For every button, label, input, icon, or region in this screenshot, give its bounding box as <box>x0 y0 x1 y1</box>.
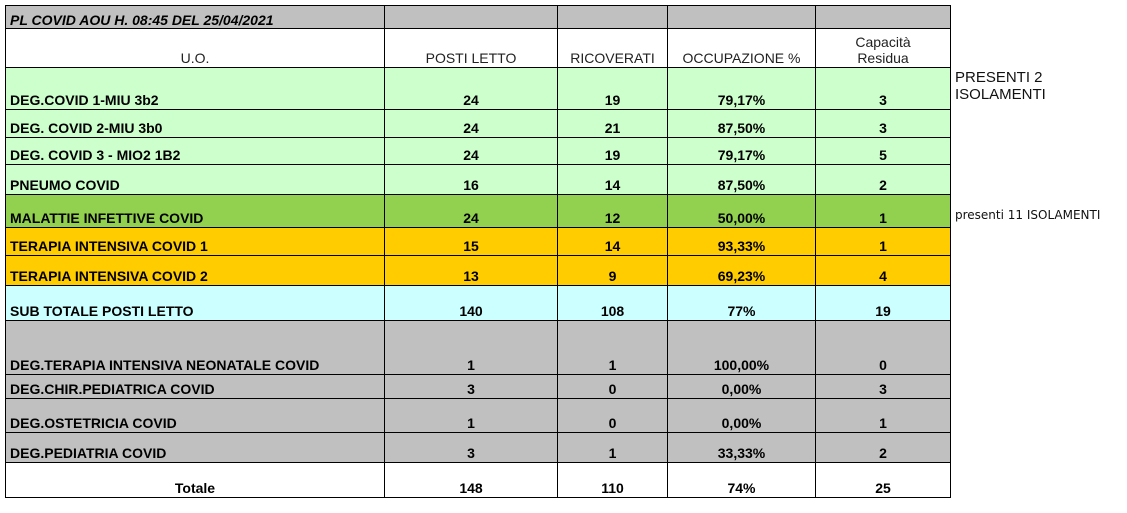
cell-posti: 24 <box>384 137 558 165</box>
header-occupazione: OCCUPAZIONE % <box>667 28 816 68</box>
cell-posti: 148 <box>384 462 558 498</box>
cell-posti: 15 <box>384 227 558 256</box>
header-uo: U.O. <box>5 28 385 68</box>
cell-capacita: 1 <box>815 227 951 256</box>
cell-occupazione: 79,17% <box>667 67 816 110</box>
cell-occupazione: 69,23% <box>667 255 816 286</box>
table-row: TERAPIA INTENSIVA COVID 1 15 14 93,33% 1 <box>5 227 951 256</box>
table-row: DEG.COVID 1-MIU 3b2 24 19 79,17% 3 <box>5 67 951 110</box>
cell-capacita: 5 <box>815 137 951 165</box>
cell-capacita: 2 <box>815 432 951 463</box>
cell-posti: 24 <box>384 109 558 138</box>
cell-uo: PNEUMO COVID <box>5 164 385 195</box>
cell-capacita: 19 <box>815 285 951 321</box>
cell-ricoverati: 21 <box>557 109 668 138</box>
cell-uo: DEG. COVID 2-MIU 3b0 <box>5 109 385 138</box>
cell-occupazione: 0,00% <box>667 374 816 399</box>
header-capacita: Capacità Residua <box>815 28 951 68</box>
cell-posti: 1 <box>384 320 558 375</box>
table-row: MALATTIE INFETTIVE COVID 24 12 50,00% 1 <box>5 194 951 228</box>
cell-occupazione: 50,00% <box>667 194 816 228</box>
cell-ricoverati: 12 <box>557 194 668 228</box>
cell-uo: TERAPIA INTENSIVA COVID 2 <box>5 255 385 286</box>
note-presenti-11-isolamenti: presenti 11 ISOLAMENTI <box>955 208 1101 222</box>
cell-ricoverati: 110 <box>557 462 668 498</box>
cell-capacita: 1 <box>815 398 951 433</box>
cell-ricoverati: 0 <box>557 398 668 433</box>
cell-posti: 1 <box>384 398 558 433</box>
cell-capacita: 3 <box>815 109 951 138</box>
cell-ricoverati: 9 <box>557 255 668 286</box>
cell-ricoverati: 19 <box>557 67 668 110</box>
table-row: DEG.OSTETRICIA COVID 1 0 0,00% 1 <box>5 398 951 433</box>
empty-cell <box>384 5 558 29</box>
cell-capacita: 4 <box>815 255 951 286</box>
title-row: PL COVID AOU H. 08:45 DEL 25/04/2021 <box>5 5 951 29</box>
cell-ricoverati: 1 <box>557 432 668 463</box>
cell-uo: SUB TOTALE POSTI LETTO <box>5 285 385 321</box>
cell-occupazione: 79,17% <box>667 137 816 165</box>
cell-ricoverati: 1 <box>557 320 668 375</box>
header-ricoverati: RICOVERATI <box>557 28 668 68</box>
cell-posti: 16 <box>384 164 558 195</box>
cell-uo: MALATTIE INFETTIVE COVID <box>5 194 385 228</box>
cell-ricoverati: 14 <box>557 164 668 195</box>
cell-capacita: 3 <box>815 374 951 399</box>
table-row: DEG.TERAPIA INTENSIVA NEONATALE COVID 1 1 1… <box>5 320 951 375</box>
cell-ricoverati: 0 <box>557 374 668 399</box>
table-title: PL COVID AOU H. 08:45 DEL 25/04/2021 <box>5 5 385 29</box>
table-row: Totale 148 110 74% 25 <box>5 462 951 498</box>
cell-occupazione: 100,00% <box>667 320 816 375</box>
cell-capacita: 25 <box>815 462 951 498</box>
empty-cell <box>557 5 668 29</box>
empty-cell <box>667 5 816 29</box>
cell-capacita: 1 <box>815 194 951 228</box>
cell-uo: DEG.TERAPIA INTENSIVA NEONATALE COVID <box>5 320 385 375</box>
table-row: SUB TOTALE POSTI LETTO 140 108 77% 19 <box>5 285 951 321</box>
cell-occupazione: 0,00% <box>667 398 816 433</box>
note-presenti-2-isolamenti: PRESENTI 2 ISOLAMENTI <box>955 69 1046 103</box>
cell-posti: 24 <box>384 67 558 110</box>
cell-posti: 3 <box>384 374 558 399</box>
cell-posti: 140 <box>384 285 558 321</box>
cell-ricoverati: 14 <box>557 227 668 256</box>
header-posti-letto: POSTI LETTO <box>384 28 558 68</box>
cell-occupazione: 74% <box>667 462 816 498</box>
cell-uo: DEG.CHIR.PEDIATRICA COVID <box>5 374 385 399</box>
cell-uo: DEG.OSTETRICIA COVID <box>5 398 385 433</box>
cell-posti: 24 <box>384 194 558 228</box>
empty-cell <box>815 5 951 29</box>
table-row: DEG. COVID 2-MIU 3b0 24 21 87,50% 3 <box>5 109 951 138</box>
cell-occupazione: 77% <box>667 285 816 321</box>
table-row: DEG.CHIR.PEDIATRICA COVID 3 0 0,00% 3 <box>5 374 951 399</box>
cell-occupazione: 33,33% <box>667 432 816 463</box>
cell-uo: DEG. COVID 3 - MIO2 1B2 <box>5 137 385 165</box>
cell-capacita: 2 <box>815 164 951 195</box>
table-row: DEG. COVID 3 - MIO2 1B2 24 19 79,17% 5 <box>5 137 951 165</box>
cell-occupazione: 93,33% <box>667 227 816 256</box>
cell-uo: DEG.PEDIATRIA COVID <box>5 432 385 463</box>
cell-posti: 13 <box>384 255 558 286</box>
cell-capacita: 3 <box>815 67 951 110</box>
cell-uo: TERAPIA INTENSIVA COVID 1 <box>5 227 385 256</box>
cell-posti: 3 <box>384 432 558 463</box>
cell-capacita: 0 <box>815 320 951 375</box>
cell-uo: Totale <box>5 462 385 498</box>
covid-beds-table: PL COVID AOU H. 08:45 DEL 25/04/2021 U.O… <box>5 5 951 498</box>
cell-uo: DEG.COVID 1-MIU 3b2 <box>5 67 385 110</box>
header-row: U.O. POSTI LETTO RICOVERATI OCCUPAZIONE … <box>5 28 951 68</box>
table-row: TERAPIA INTENSIVA COVID 2 13 9 69,23% 4 <box>5 255 951 286</box>
cell-ricoverati: 108 <box>557 285 668 321</box>
cell-occupazione: 87,50% <box>667 109 816 138</box>
cell-ricoverati: 19 <box>557 137 668 165</box>
cell-occupazione: 87,50% <box>667 164 816 195</box>
table-row: PNEUMO COVID 16 14 87,50% 2 <box>5 164 951 195</box>
table-row: DEG.PEDIATRIA COVID 3 1 33,33% 2 <box>5 432 951 463</box>
